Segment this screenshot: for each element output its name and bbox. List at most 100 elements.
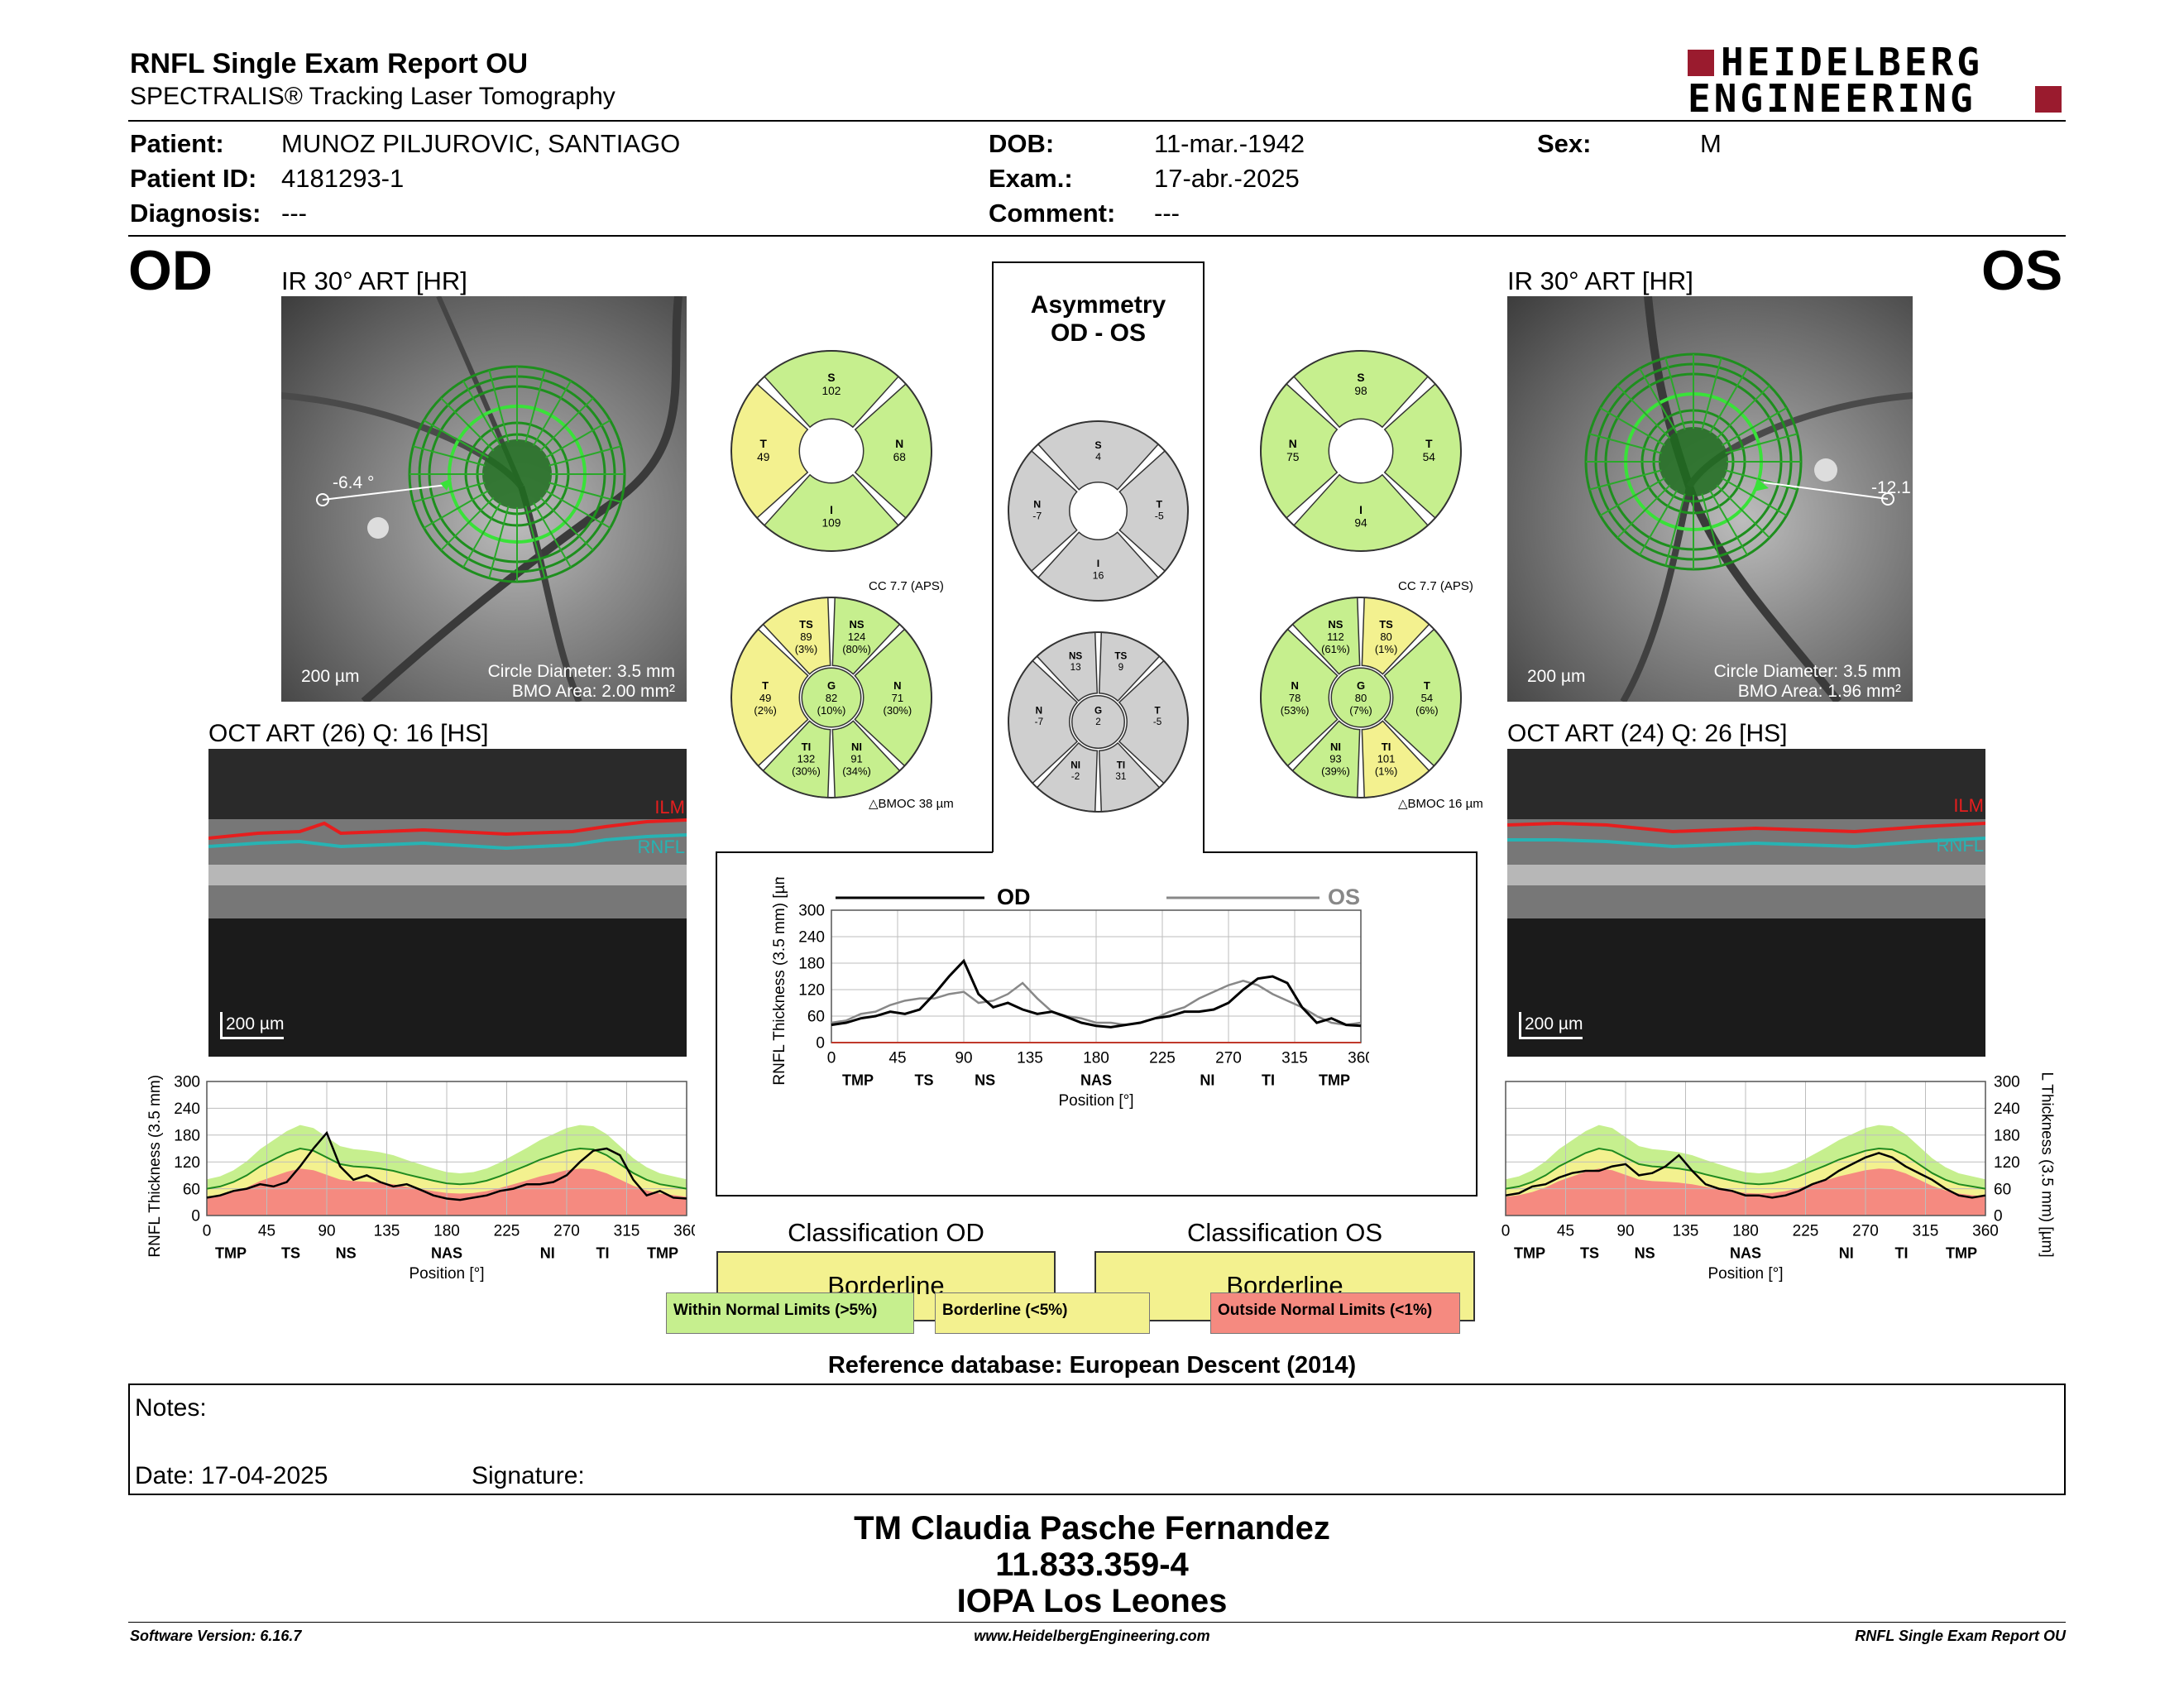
x-axis-title: Position [°] <box>1058 1092 1133 1110</box>
legend-borderline: Borderline (<5%) <box>935 1292 1150 1334</box>
asym-quad-sector-n-label: N -7 <box>1032 499 1042 522</box>
od-circle-diameter: Circle Diameter: 3.5 mm <box>487 662 675 681</box>
signatory-name: TM Claudia Pasche Fernandez <box>854 1510 1330 1547</box>
od-os-comparison-chart: 0 60 120 180 240 300 0 45 90 135 180 225 270 315 360 TM… <box>771 877 1369 1110</box>
sex-value: M <box>1700 129 1722 158</box>
od-sec-sector-g-label: G 82 (10%) <box>817 679 846 717</box>
x-tick-label: 180 <box>1083 1050 1109 1067</box>
logo-line1: HEIDELBERG <box>1721 40 1983 84</box>
os-quad-sector-t-label: T 54 <box>1423 438 1436 463</box>
sector-axis-label: TS <box>914 1072 933 1088</box>
asym-sec-sector-ni-label: NI -2 <box>1070 760 1080 782</box>
os-ilm-label: ILM <box>1953 795 1984 816</box>
os-quad-sector-n-label: N 75 <box>1286 438 1300 463</box>
sector-axis-label: TMP <box>842 1072 874 1088</box>
exam-label: Exam.: <box>989 164 1073 193</box>
x-tick-label: 180 <box>1732 1223 1759 1240</box>
sector-axis-label: NS <box>975 1072 995 1088</box>
os-rnfl-label: RNFL <box>1936 835 1984 856</box>
footer-rule <box>128 1622 2066 1623</box>
logo-line2: ENGINEERING <box>1688 76 1976 121</box>
sector-axis-label: NAS <box>1730 1244 1761 1261</box>
x-tick-label: 225 <box>1149 1050 1176 1067</box>
y-tick-label: 0 <box>1994 1208 2003 1225</box>
asym-sec-sector-ti-label: TI 31 <box>1115 760 1126 782</box>
od-scan-overlay <box>281 296 682 702</box>
os-fundus-image: -12.1 200 µm Circle Diameter: 3.5 mm BMO… <box>1507 296 1913 702</box>
notes-box <box>128 1383 2066 1495</box>
os-quadrant-chart: S 98 T 54 I 94 N 75 <box>1260 350 1462 552</box>
y-tick-label: 60 <box>183 1181 200 1198</box>
os-sec-sector-ti-label: TI 101 (1%) <box>1375 741 1397 778</box>
y-tick-label: 120 <box>798 982 825 1000</box>
os-sec-sector-t-label: T 54 (6%) <box>1415 679 1438 717</box>
sector-axis-label: NI <box>1200 1072 1214 1088</box>
os-sec-sector-ns-label: NS 112 (61%) <box>1321 618 1350 655</box>
normal-mean-line <box>206 1147 687 1190</box>
od-sec-sector-t-label: T 49 (2%) <box>754 679 776 717</box>
od-eye-label: OD <box>128 239 213 302</box>
asymmetry-quadrant-chart: S 4 T -5 I 16 N -7 <box>1008 420 1189 602</box>
os-thickness-line <box>1505 1152 1986 1199</box>
sector-axis-label: TMP <box>1514 1244 1545 1261</box>
od-sec-sector-ns-label: NS 124 (80%) <box>842 618 871 655</box>
od-sector-chart: TS 89 (3%) NS 124 (80%) N 71 (30%) NI 91 (34%) TI 132… <box>730 597 932 798</box>
x-tick-label: 225 <box>1793 1223 1819 1240</box>
signatory-id: 11.833.359-4 <box>995 1547 1189 1583</box>
asym-sec-sector-ns-label: NS 13 <box>1069 650 1082 672</box>
reference-database: Reference database: European Descent (20… <box>827 1352 1357 1379</box>
notes-label: Notes: <box>135 1394 207 1422</box>
os-bmoc-label: △BMOC 16 µm <box>1398 797 1483 811</box>
sector-axis-label: NS <box>1635 1244 1655 1261</box>
x-tick-label: 135 <box>1017 1050 1043 1067</box>
asymmetry-sector-chart: NS 13 TS 9 T -5 TI 31 NI -2 N -7 G 2 <box>1008 631 1189 813</box>
sector-axis-label: NAS <box>431 1244 462 1261</box>
diagnosis-value: --- <box>281 199 307 228</box>
normal-mean-line <box>1505 1147 1986 1190</box>
software-version: Software Version: 6.16.7 <box>130 1628 302 1644</box>
classification-od-title: Classification OD <box>788 1218 984 1247</box>
legend-os-label: OS <box>1328 885 1360 909</box>
os-oct-scale: 200 µm <box>1519 1012 1583 1039</box>
patient-rule <box>128 235 2066 237</box>
x-tick-label: 90 <box>318 1223 335 1240</box>
x-tick-label: 135 <box>1673 1223 1699 1240</box>
os-quad-sector-i-label: I 94 <box>1354 504 1367 530</box>
report-title: RNFL Single Exam Report OU <box>130 48 529 79</box>
od-sec-sector-ni-label: NI 91 (34%) <box>842 741 871 778</box>
y-tick-label: 180 <box>1994 1127 2020 1144</box>
od-comparison-line <box>831 958 1362 1029</box>
asymmetry-frame <box>716 261 1478 1196</box>
x-axis-title: Position [°] <box>409 1265 484 1283</box>
os-circle-diameter: Circle Diameter: 3.5 mm <box>1713 662 1901 681</box>
od-rnfl-profile-chart: 0 60 120 180 240 300 0 45 90 135 180 225 270 315 360 TM… <box>146 1072 695 1283</box>
x-tick-label: 315 <box>614 1223 640 1240</box>
patient-name: MUNOZ PILJUROVIC, SANTIAGO <box>281 129 681 158</box>
y-axis-title: RNFL Thickness (3.5 mm) [µm] <box>146 1072 164 1258</box>
sector-axis-label: NAS <box>1080 1072 1112 1088</box>
y-tick-label: 0 <box>816 1035 825 1053</box>
sector-axis-label: TS <box>1580 1244 1599 1261</box>
sector-axis-label: TI <box>1262 1072 1275 1088</box>
legend-outside-normal: Outside Normal Limits (<1%) <box>1210 1292 1460 1334</box>
x-tick-label: 360 <box>1348 1050 1369 1067</box>
od-quad-sector-t-label: T 49 <box>757 438 769 463</box>
y-tick-label: 0 <box>191 1208 200 1225</box>
x-tick-label: 45 <box>888 1050 906 1067</box>
asym-quad-sector-i-label: I 16 <box>1093 558 1104 581</box>
od-cc-label: CC 7.7 (APS) <box>869 579 944 593</box>
patient-label: Patient: <box>130 129 224 158</box>
os-ir-scale: 200 µm <box>1527 667 1586 686</box>
x-tick-label: 90 <box>1616 1223 1634 1240</box>
x-axis-title: Position [°] <box>1707 1265 1783 1283</box>
od-ilm-label: ILM <box>654 797 685 818</box>
legend-od-label: OD <box>997 885 1031 909</box>
os-sector-chart: NS 112 (61%) TS 80 (1%) T 54 (6%) TI 101 (1%) NI 93 (3… <box>1260 597 1462 798</box>
y-tick-label: 240 <box>798 929 825 947</box>
sector-axis-label: TMP <box>1319 1072 1350 1088</box>
x-tick-label: 270 <box>553 1223 580 1240</box>
x-tick-label: 0 <box>1502 1223 1511 1240</box>
x-tick-label: 45 <box>1557 1223 1574 1240</box>
od-sec-sector-ts-label: TS 89 (3%) <box>795 618 817 655</box>
